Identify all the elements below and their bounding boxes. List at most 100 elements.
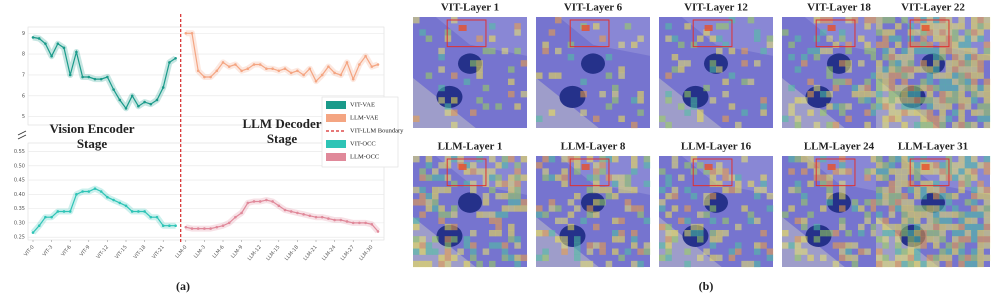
heat-tile — [895, 97, 902, 104]
heat-tile — [952, 66, 959, 73]
heat-tile — [901, 174, 908, 181]
heat-tile — [631, 168, 638, 175]
heat-tile — [952, 236, 959, 243]
point — [37, 224, 41, 228]
heat-tile — [888, 17, 896, 24]
heat-tile — [914, 211, 921, 218]
heat-tile — [983, 199, 991, 206]
heat-tile — [413, 242, 420, 249]
heat-tile — [870, 205, 878, 212]
heat-tile — [832, 41, 840, 49]
heat-tile — [508, 193, 515, 200]
heat-tile — [945, 47, 953, 55]
heat-tile — [971, 109, 978, 116]
heat-tile — [920, 41, 927, 49]
heat-tile — [839, 248, 846, 255]
heat-tile — [964, 236, 972, 243]
heat-tile — [561, 217, 568, 225]
heat-tile — [983, 103, 991, 110]
heat-tile — [444, 29, 452, 36]
heat-tile — [964, 103, 972, 110]
heat-tile — [605, 54, 613, 61]
panel-title: VIT-Layer 18 — [807, 2, 871, 14]
heat-tile — [735, 223, 742, 231]
heat-tile — [580, 91, 587, 98]
heat-tile — [794, 180, 802, 188]
heat-tile — [958, 35, 965, 42]
heat-tile — [939, 97, 946, 104]
heat-tile — [901, 121, 908, 129]
heat-tile — [807, 109, 814, 116]
heat-tile — [671, 35, 679, 42]
point — [240, 211, 243, 215]
heat-tile — [907, 60, 915, 67]
heat-tile — [920, 230, 927, 237]
heat-tile — [971, 23, 978, 30]
heat-tile — [413, 217, 420, 225]
heat-tile — [882, 54, 889, 61]
heat-tile — [901, 78, 908, 86]
heat-tile — [612, 193, 619, 200]
heat-tile — [419, 193, 426, 200]
heat-tile — [728, 103, 736, 110]
heat-tile — [926, 115, 934, 123]
heat-tile — [476, 35, 483, 42]
hot-spot — [581, 25, 590, 31]
point — [258, 63, 262, 66]
heat-tile — [444, 174, 452, 181]
heat-tile — [939, 254, 946, 262]
point — [99, 190, 103, 193]
object — [581, 53, 605, 74]
heat-tile — [684, 205, 691, 212]
hot-spot — [458, 164, 467, 170]
heat-tile — [514, 186, 521, 194]
heat-tile — [760, 174, 767, 181]
x-tick-label: VIT-15 — [114, 244, 129, 260]
heat-tile — [741, 109, 748, 116]
heat-tile — [747, 180, 755, 188]
heat-tile — [888, 109, 896, 116]
heat-tile — [801, 54, 808, 61]
heat-tile — [926, 162, 934, 169]
heat-tile — [444, 162, 452, 169]
heat-tile — [901, 103, 908, 110]
heat-tile — [438, 66, 445, 73]
heat-tile — [851, 205, 859, 212]
heat-tile — [520, 156, 528, 163]
heat-tile — [952, 205, 959, 212]
heat-tile — [952, 72, 959, 79]
heat-tile — [425, 162, 433, 169]
heat-tile — [864, 91, 871, 98]
heat-tile — [845, 66, 852, 73]
heat-tile — [888, 211, 896, 218]
heat-tile — [895, 54, 902, 61]
heat-tile — [964, 199, 972, 206]
heat-tile — [463, 236, 471, 243]
heat-tile — [895, 186, 902, 194]
heat-tile — [907, 168, 915, 175]
heat-tile — [839, 242, 846, 249]
heat-tile — [536, 205, 543, 212]
heat-tile — [520, 199, 528, 206]
heat-tile — [735, 248, 742, 255]
heat-tile — [882, 84, 889, 92]
heat-tile — [888, 78, 896, 86]
heat-tile — [926, 91, 934, 98]
heat-tile — [722, 217, 729, 225]
point — [184, 31, 188, 35]
y-tick-label: 8 — [22, 52, 25, 58]
heat-tile — [618, 254, 625, 262]
heat-tile — [618, 41, 625, 49]
plot-area — [27, 142, 385, 241]
heat-tile — [971, 17, 978, 24]
heat-tile — [895, 23, 902, 30]
heat-tile — [939, 41, 946, 49]
heat-tile — [425, 72, 433, 79]
point — [271, 200, 274, 203]
heat-tile — [820, 109, 827, 116]
x-tick-label: LLM-3 — [193, 244, 207, 259]
heat-tile — [983, 109, 991, 116]
heat-tile — [882, 236, 889, 243]
heat-tile — [832, 84, 840, 92]
point — [289, 71, 293, 75]
